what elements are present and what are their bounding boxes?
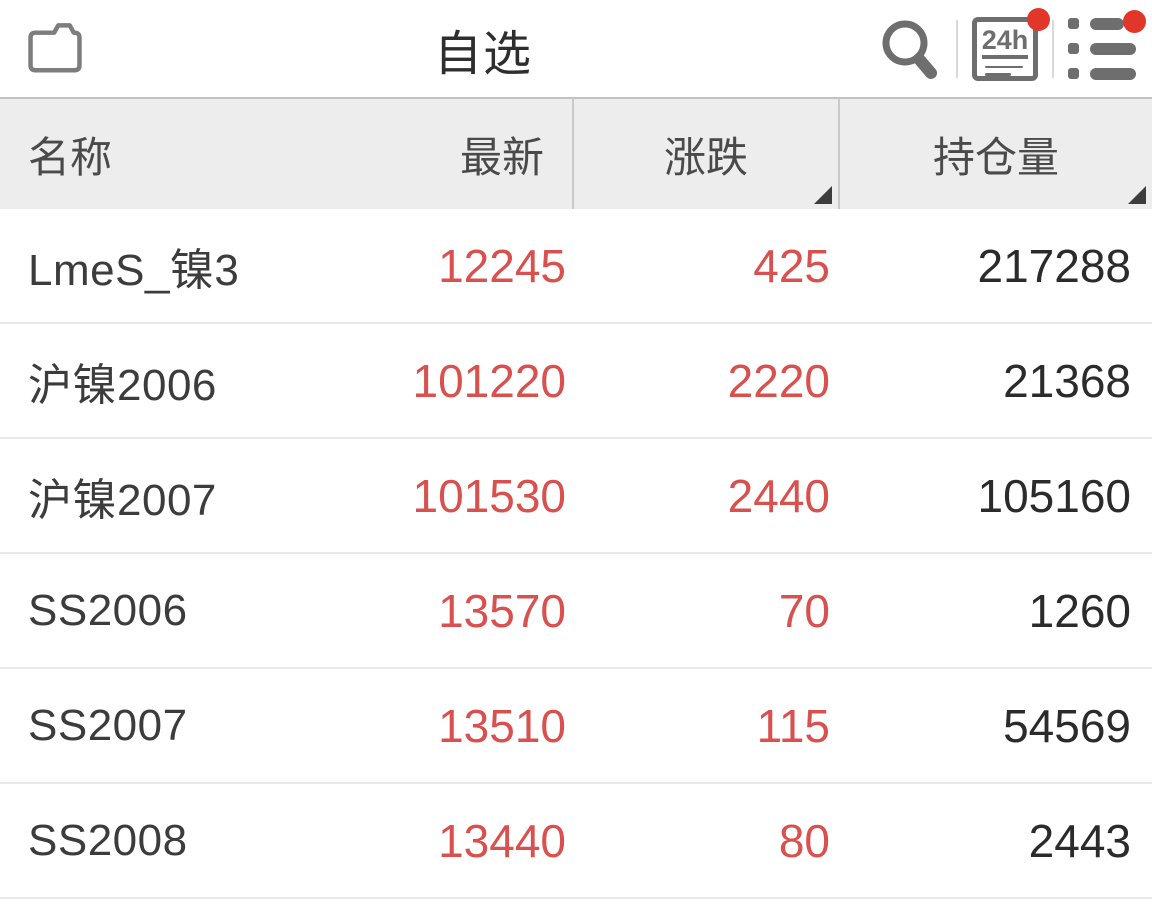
open-interest: 54569 [1003, 699, 1131, 752]
latest-price: 12245 [438, 239, 566, 292]
price-change: 80 [778, 814, 830, 867]
latest-price: 13440 [438, 814, 566, 867]
column-header-label: 最新 [459, 133, 544, 181]
table-row[interactable]: SS2008 13440 80 2443 [0, 784, 1152, 899]
price-change: 2220 [727, 354, 830, 407]
news-24h-label: 24h [981, 25, 1029, 59]
table-row[interactable]: LmeS_镍3 12245 425 217288 [0, 209, 1152, 324]
table-row[interactable]: SS2007 13510 115 54569 [0, 669, 1152, 784]
folder-icon [24, 18, 86, 80]
column-header-label: 名称 [28, 133, 113, 181]
list-menu-button[interactable] [1068, 9, 1146, 80]
topbar-actions: 24h [878, 7, 1146, 82]
notification-badge [1123, 9, 1146, 33]
search-icon [878, 16, 942, 82]
latest-price: 101530 [412, 469, 567, 522]
instrument-name: SS2006 [28, 585, 188, 635]
topbar-divider [956, 19, 958, 78]
news-24h-icon: 24h [972, 16, 1038, 81]
open-interest: 1260 [1028, 584, 1131, 637]
column-header-name: 名称 [0, 99, 322, 209]
instrument-name: SS2008 [28, 815, 188, 865]
open-interest: 217288 [977, 239, 1132, 292]
price-change: 2440 [727, 469, 830, 522]
open-interest: 2443 [1028, 814, 1131, 867]
table-row[interactable]: SS2006 13570 70 1260 [0, 554, 1152, 669]
sort-triangle-icon [1128, 186, 1146, 204]
portfolio-folder-button[interactable] [22, 14, 88, 84]
watchlist-table: LmeS_镍3 12245 425 217288 沪镍2006 101220 2… [0, 209, 1152, 899]
page-title: 自选 [433, 27, 532, 81]
price-change: 115 [756, 699, 830, 752]
sort-triangle-icon [814, 186, 832, 204]
news-text-line [985, 65, 1023, 69]
column-header-change[interactable]: 涨跌 [572, 99, 838, 209]
latest-price: 13510 [438, 699, 566, 752]
instrument-name: 沪镍2007 [28, 475, 217, 525]
instrument-name: 沪镍2006 [28, 360, 217, 410]
price-change: 425 [753, 239, 830, 292]
notification-badge [1027, 7, 1050, 31]
open-interest: 21368 [1003, 354, 1131, 407]
column-header-open-interest[interactable]: 持仓量 [838, 99, 1152, 209]
latest-price: 13570 [438, 584, 566, 637]
instrument-name: LmeS_镍3 [28, 245, 240, 295]
instrument-name: SS2007 [28, 700, 188, 750]
table-row[interactable]: 沪镍2007 101530 2440 105160 [0, 439, 1152, 554]
latest-price: 101220 [412, 354, 567, 407]
bullet-list-icon [1068, 17, 1138, 80]
news-24h-button[interactable]: 24h [972, 7, 1050, 81]
column-header-label: 涨跌 [663, 133, 748, 181]
price-change: 70 [778, 584, 830, 637]
watchlist-header: 名称 最新 涨跌 持仓量 [0, 97, 1152, 209]
column-header-label: 持仓量 [932, 133, 1059, 181]
title-area: 自选 [88, 14, 878, 84]
top-bar: 自选 24h [0, 0, 1152, 97]
table-row[interactable]: 沪镍2006 101220 2220 21368 [0, 324, 1152, 439]
open-interest: 105160 [977, 469, 1132, 522]
search-button[interactable] [878, 16, 942, 82]
column-header-latest[interactable]: 最新 [322, 99, 572, 209]
news-text-line [985, 73, 1011, 76]
topbar-divider [1052, 19, 1054, 78]
